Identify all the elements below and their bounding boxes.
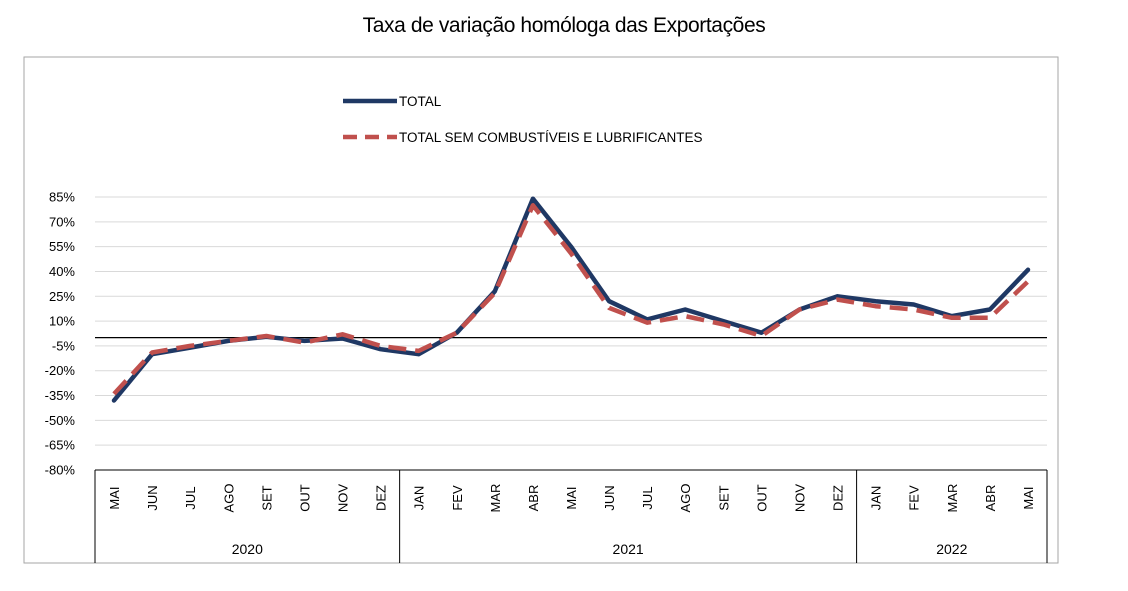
x-tick-label: MAR	[945, 484, 960, 513]
x-tick-label: ABR	[526, 485, 541, 512]
x-tick-label: MAI	[564, 486, 579, 509]
x-axis: MAI JUN JUL AGO SET OUT NOV DEZ JAN FEV MAR ABR MAI J…	[94, 469, 1048, 563]
x-tick-label: JUN	[602, 485, 617, 510]
y-tick-label: 70%	[49, 214, 75, 229]
x-tick-label: JUL	[640, 486, 655, 509]
y-tick-label: -35%	[45, 388, 76, 403]
y-tick-label: 10%	[49, 314, 75, 329]
y-tick-label: 55%	[49, 239, 75, 254]
x-tick-label: OUT	[754, 484, 769, 512]
legend-label: TOTAL SEM COMBUSTÍVEIS E LUBRIFICANTES	[399, 130, 703, 145]
y-tick-label: -65%	[45, 438, 76, 453]
year-label: 2020	[232, 541, 263, 557]
x-tick-label: MAR	[488, 484, 503, 513]
x-tick-label: SET	[259, 485, 274, 510]
x-tick-label: DEZ	[831, 485, 846, 511]
chart-frame	[23, 56, 1059, 564]
y-tick-label: -5%	[52, 338, 76, 353]
legend: TOTAL TOTAL SEM COMBUSTÍVEIS E LUBRIFICAN…	[343, 94, 703, 145]
x-tick-label: JAN	[412, 486, 427, 511]
y-axis: 85% 70% 55% 40% 25% 10% -5% -20% -35% -50% -65% -80…	[45, 190, 76, 478]
year-label: 2022	[936, 541, 967, 557]
chart-title: Taxa de variação homóloga das Exportaçõe…	[362, 14, 766, 37]
x-tick-label: ABR	[983, 485, 998, 512]
x-tick-label: NOV	[792, 484, 807, 513]
x-tick-label: NOV	[336, 484, 351, 513]
x-tick-label: OUT	[297, 484, 312, 512]
x-tick-label: AGO	[221, 484, 236, 513]
year-label: 2021	[613, 541, 644, 557]
legend-label: TOTAL	[399, 94, 442, 109]
x-tick-label: JAN	[869, 486, 884, 511]
x-tick-label: JUN	[145, 485, 160, 510]
x-tick-label: JUL	[183, 486, 198, 509]
x-tick-label: DEZ	[374, 485, 389, 511]
x-tick-label: FEV	[907, 485, 922, 511]
y-tick-label: -20%	[45, 363, 76, 378]
y-tick-label: 40%	[49, 264, 75, 279]
y-tick-label: -80%	[45, 463, 76, 478]
x-tick-label: FEV	[450, 485, 465, 511]
y-tick-label: 25%	[49, 289, 75, 304]
y-tick-label: 85%	[49, 190, 75, 205]
x-tick-label: MAI	[107, 486, 122, 509]
x-tick-label: MAI	[1021, 486, 1036, 509]
x-tick-label: SET	[716, 485, 731, 510]
x-tick-label: AGO	[678, 484, 693, 513]
series-sem-combustiveis-line	[112, 203, 1030, 396]
plot-area	[111, 196, 1031, 403]
y-tick-label: -50%	[45, 413, 76, 428]
